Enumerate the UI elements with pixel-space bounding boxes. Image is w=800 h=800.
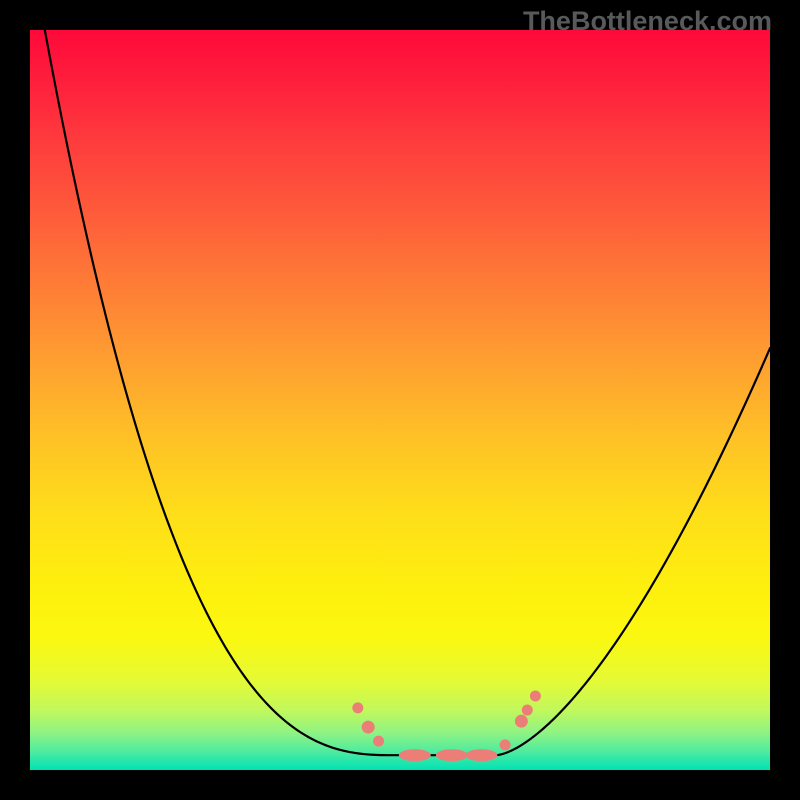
watermark-text: TheBottleneck.com <box>523 6 772 37</box>
curve-marker-dot <box>522 705 533 716</box>
curve-marker-dot <box>362 721 375 734</box>
curve-marker-dot <box>530 691 541 702</box>
bottleneck-curve <box>45 30 770 755</box>
curve-marker-dot <box>500 739 511 750</box>
curve-marker-lozenge <box>465 749 497 761</box>
curve-layer <box>0 0 800 800</box>
curve-marker-dot <box>515 715 528 728</box>
curve-marker-lozenge <box>399 749 431 761</box>
curve-marker-lozenge <box>436 749 468 761</box>
chart-stage: TheBottleneck.com <box>0 0 800 800</box>
curve-marker-dot <box>352 702 363 713</box>
curve-marker-dot <box>373 736 384 747</box>
